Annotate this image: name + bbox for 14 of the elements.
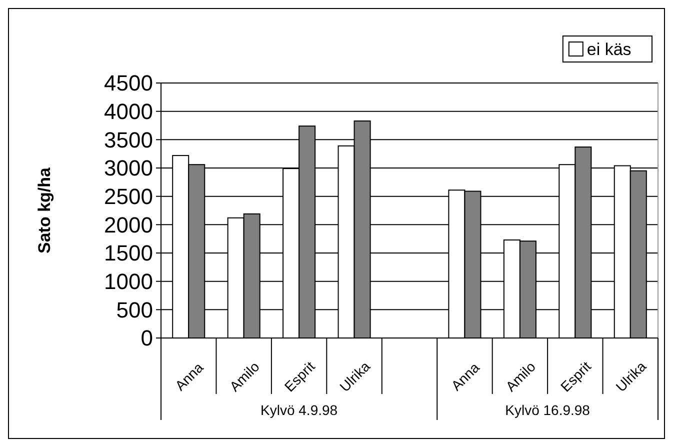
y-tick-label: 500: [116, 297, 153, 322]
y-tick-label: 0: [140, 326, 153, 351]
y-tick-label: 1000: [104, 269, 153, 294]
y-tick-label: 2500: [104, 184, 153, 210]
y-tick-label: 4500: [104, 70, 153, 96]
text: Kylvö 4.9.98: [260, 402, 338, 418]
y-tick-label: 4000: [104, 99, 153, 124]
y-tick-label: 1500: [104, 240, 153, 266]
y-tick-label: 3500: [104, 127, 153, 152]
y-axis-title: Sato kg/ha: [35, 166, 54, 254]
text: Kylvö 16.9.98: [505, 402, 590, 418]
y-tick-label: 2000: [104, 212, 153, 238]
legend-label: ei käs: [586, 40, 632, 59]
y-tick-label: 3000: [104, 156, 153, 181]
